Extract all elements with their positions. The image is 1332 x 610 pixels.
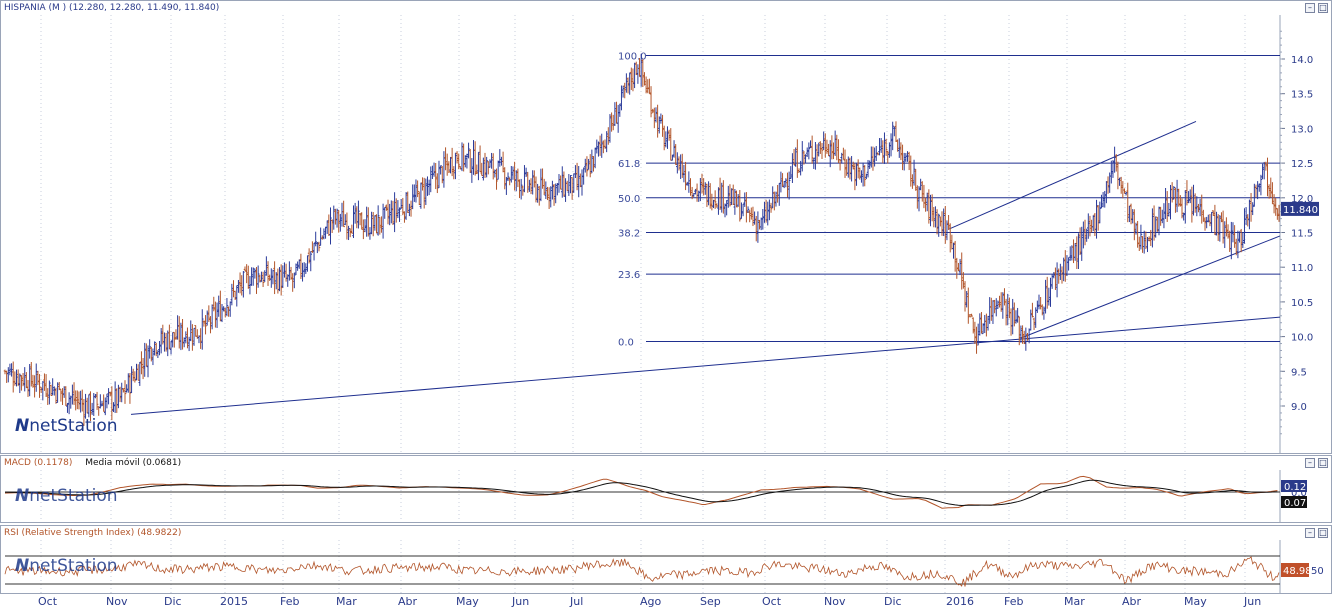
fibonacci-label: 0.0 [618,337,634,348]
y-tick-label: 0.0 [1291,488,1307,499]
price-pane-title: HISPANIA (M ) (12.280, 12.280, 11.490, 1… [4,3,220,13]
y-tick-label: 13.0 [1291,124,1313,135]
x-tick-label: Nov [106,595,128,608]
x-tick-label: Feb [280,595,300,608]
macd-signal-badge [1281,496,1307,508]
maximize-icon[interactable]: □ [1318,528,1328,538]
rsi-title: RSI (Relative Strength Index) (48.9822) [4,528,182,538]
x-tick-label: Abr [1122,595,1142,608]
macd-pane[interactable]: MACD (0.1178) Media móvil (0.0681) – □ 0… [0,455,1332,523]
x-tick-label: May [456,595,479,608]
last-price-badge [1281,201,1319,216]
x-tick-label: Nov [824,595,846,608]
price-pane-header: HISPANIA (M ) (12.280, 12.280, 11.490, 1… [1,1,1331,15]
y-tick-label: 13.5 [1291,90,1313,101]
candles [3,53,1281,426]
fibonacci-label: 23.6 [618,270,640,281]
y-tick-label: 14.0 [1291,55,1313,66]
x-tick-label: Mar [336,595,357,608]
x-tick-label: Jun [1244,595,1262,608]
macd-value-label: 0.12 [1284,482,1306,493]
y-tick-label: 50 [1311,566,1324,577]
y-tick-label: 9.5 [1291,367,1307,378]
rsi-line [4,556,1280,587]
fibonacci-label: 50.0 [618,194,640,205]
netstation-logo: NnetStation [15,556,118,576]
netstation-logo: NnetStation [15,416,118,436]
minimize-icon[interactable]: – [1305,458,1315,468]
fibonacci-label: 100.0 [618,52,647,63]
x-tick-label: Dic [164,595,182,608]
netstation-logo: NnetStation [15,486,118,506]
y-tick-label: 11.5 [1291,229,1313,240]
long-trendline [130,316,1281,415]
x-tick-label: May [1184,595,1207,608]
x-tick-label: Abr [398,595,418,608]
x-tick-label: Feb [1004,595,1024,608]
macd-title: MACD (0.1178) [4,458,73,468]
fibonacci-label: 61.8 [618,159,640,170]
x-tick-label: Sep [700,595,721,608]
rsi-pane[interactable]: RSI (Relative Strength Index) (48.9822) … [0,525,1332,594]
price-pane[interactable]: HISPANIA (M ) (12.280, 12.280, 11.490, 1… [0,0,1332,454]
y-tick-label: 11.0 [1291,263,1313,274]
macd-signal-label: 0.07 [1284,498,1306,509]
x-tick-label: Jun [512,595,530,608]
maximize-icon[interactable]: □ [1318,458,1328,468]
y-tick-label: 10.5 [1291,298,1313,309]
x-tick-label: Ago [640,595,662,608]
last-price-label: 11.840 [1283,205,1318,216]
x-tick-label: 2015 [220,595,248,608]
macd-chart: 0.00.12 0.07 [4,470,1307,522]
rsi-value-label: 48.98 [1283,566,1312,577]
logo-text: netStation [29,416,118,436]
rsi-value-badge [1281,563,1309,577]
macd-signal-line [4,479,1278,507]
y-tick-label: 9.0 [1291,402,1307,413]
channel-upper-line [948,121,1197,230]
macd-ma-title: Media móvil (0.0681) [85,458,182,468]
x-tick-label: Dic [884,595,902,608]
macd-pane-header: MACD (0.1178) Media móvil (0.0681) [1,456,1331,470]
logo-text: netStation [29,556,118,576]
y-tick-label: 12.5 [1291,159,1313,170]
x-tick-label: Oct [38,595,58,608]
fibonacci-label: 38.2 [618,229,640,240]
x-tick-label: 2016 [946,595,974,608]
macd-value-badge [1281,480,1307,492]
x-tick-label: Oct [762,595,782,608]
maximize-icon[interactable]: □ [1318,3,1328,13]
minimize-icon[interactable]: – [1305,3,1315,13]
y-tick-label: 10.0 [1291,333,1313,344]
minimize-icon[interactable]: – [1305,528,1315,538]
price-chart: 14.0 13.5 13.0 12.5 12.0 11.5 11.0 10.5 10.0 9.5 9… [3,15,1319,453]
logo-text: netStation [29,486,118,506]
y-tick-label: 12.0 [1291,194,1313,205]
rsi-pane-header: RSI (Relative Strength Index) (48.9822) [1,526,1331,540]
x-tick-label: Mar [1064,595,1085,608]
x-tick-label: Jul [570,595,584,608]
macd-line [4,475,1278,509]
